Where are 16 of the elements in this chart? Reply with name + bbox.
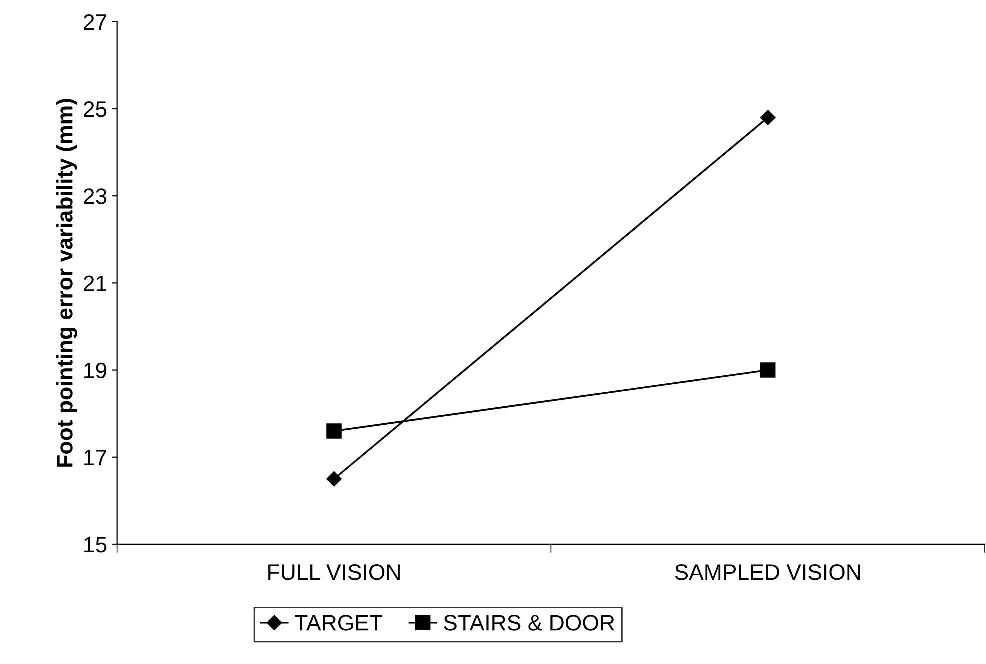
x-tick-label: SAMPLED VISION — [675, 564, 860, 580]
point — [760, 110, 776, 126]
y-tick-label: 25 — [84, 102, 107, 118]
x-tick-label: FULL VISION — [268, 564, 400, 580]
point — [760, 362, 776, 378]
point — [326, 472, 342, 487]
legend-label: STAIRS & DOOR — [444, 615, 614, 631]
y-tick-label: 17 — [84, 450, 106, 466]
y-tick-label: 27 — [84, 14, 106, 30]
y-axis-title: Foot pointing error variability (mm) — [56, 99, 78, 467]
y-tick-label: 15 — [84, 537, 107, 553]
y-tick-label: 21 — [84, 276, 107, 292]
legend-label: TARGET — [295, 615, 383, 631]
y-tick-label: 19 — [84, 362, 107, 379]
y-tick-label: 23 — [84, 188, 107, 204]
point — [326, 424, 342, 439]
